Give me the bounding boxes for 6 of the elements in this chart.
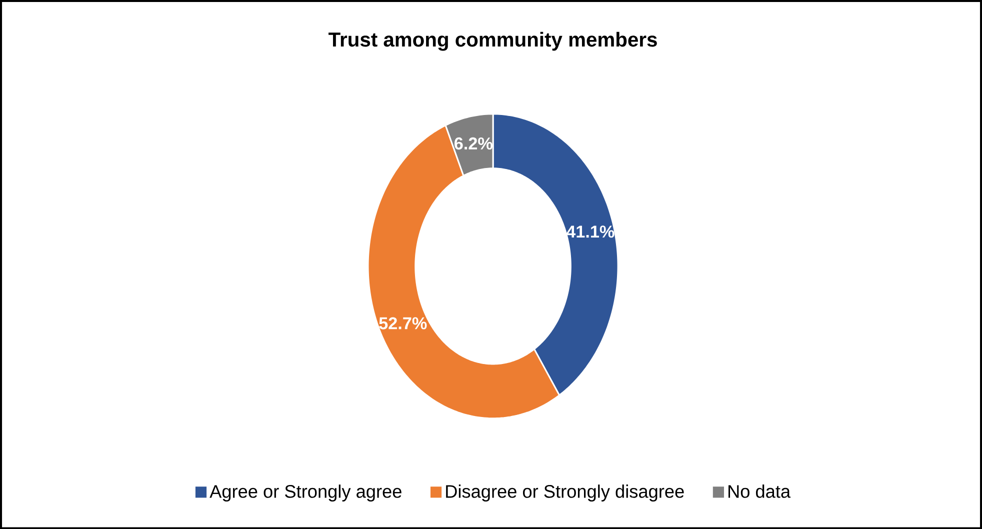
legend-label: Disagree or Strongly disagree <box>446 484 684 502</box>
data-label: 52.7% <box>379 317 427 330</box>
legend-label: Agree or Strongly agree <box>210 484 402 502</box>
chart-title: Trust among community members <box>328 32 657 51</box>
legend-label: No data <box>728 484 791 498</box>
data-label: 6.2% <box>454 137 492 150</box>
